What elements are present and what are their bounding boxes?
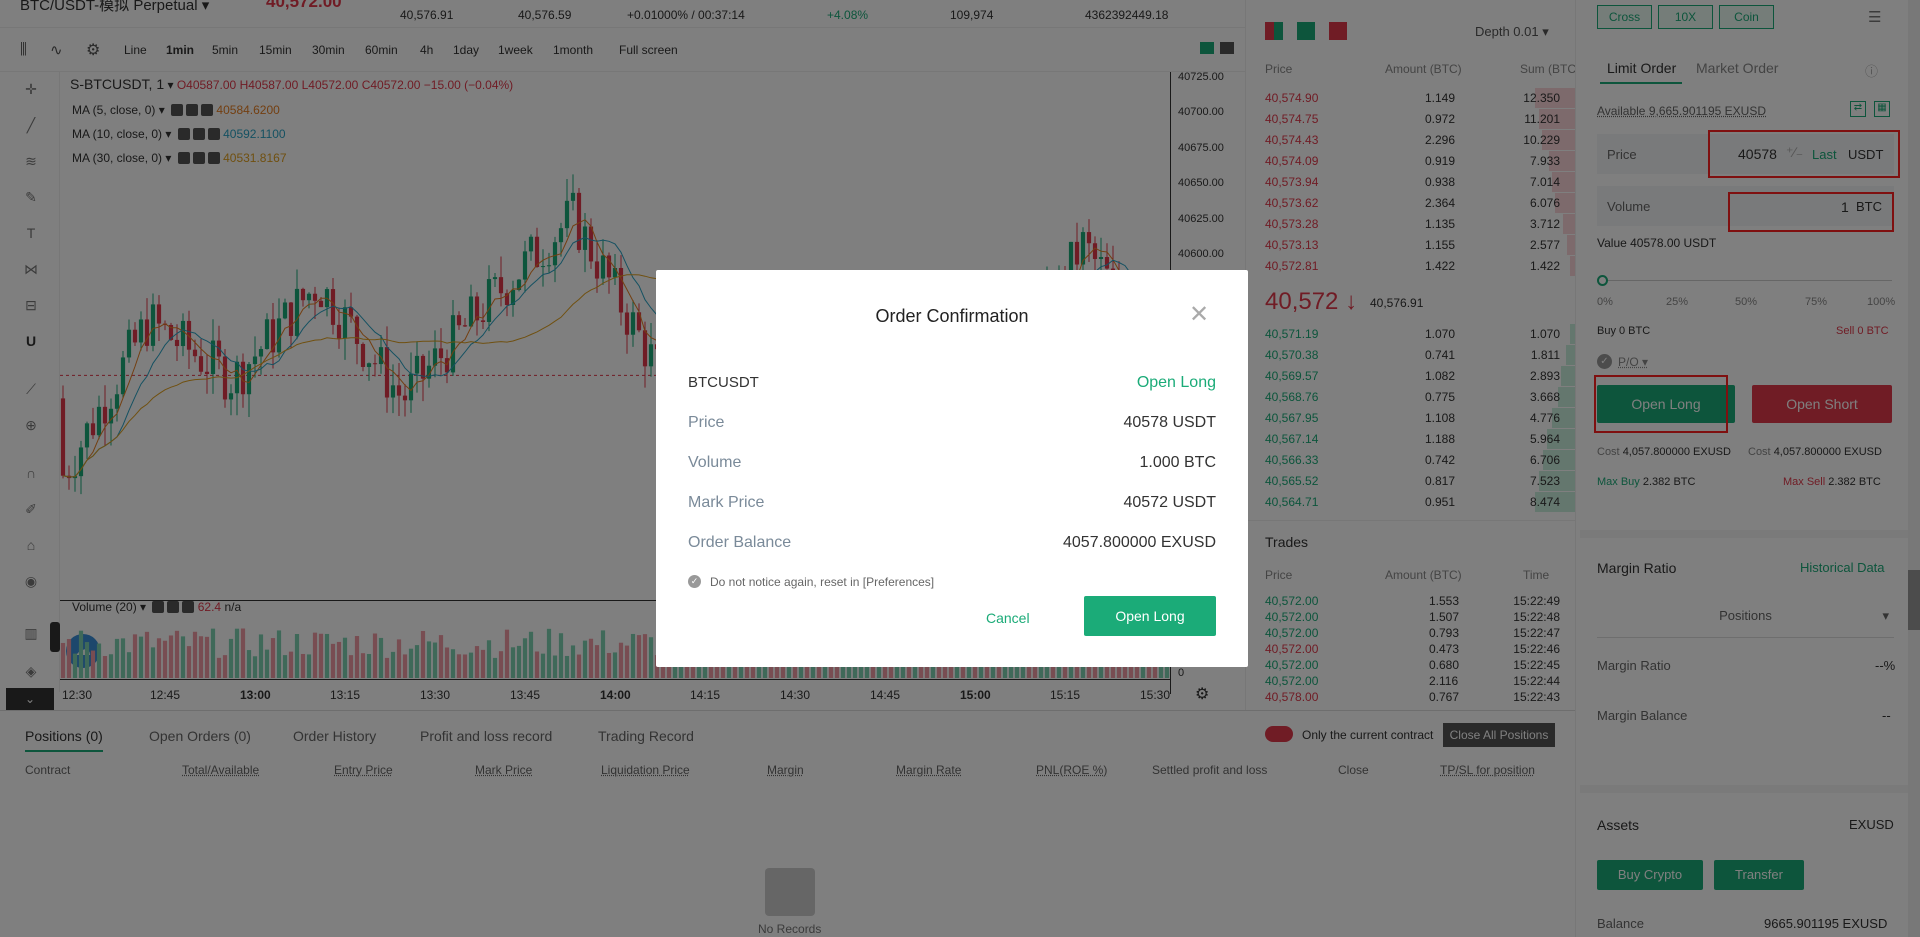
modal-volume-value: 1.000 BTC	[1139, 454, 1216, 471]
modal-mark-value: 40572 USDT	[1123, 494, 1217, 511]
modal-volume-label: Volume	[688, 454, 742, 471]
modal-balance-value: 4057.800000 EXUSD	[1063, 534, 1216, 551]
modal-price-label: Price	[688, 414, 725, 431]
modal-title: Order Confirmation	[875, 306, 1029, 326]
modal-balance-label: Order Balance	[688, 534, 792, 551]
modal-row-balance: Order Balance 4057.800000 EXUSD	[688, 534, 1216, 554]
close-icon[interactable]: ✕	[1189, 301, 1210, 328]
modal-row-volume: Volume 1.000 BTC	[688, 454, 1216, 474]
modal-mark-label: Mark Price	[688, 494, 765, 511]
dont-notice-checkbox-icon[interactable]: ✓	[688, 575, 701, 588]
modal-row-symbol: BTCUSDT Open Long	[688, 374, 1216, 394]
confirm-open-long-button[interactable]: Open Long	[1084, 596, 1216, 636]
modal-symbol: BTCUSDT	[688, 374, 759, 391]
order-confirmation-dialog: Order Confirmation ✕ BTCUSDT Open Long P…	[656, 270, 1248, 667]
modal-price-value: 40578 USDT	[1123, 414, 1217, 431]
modal-row-price: Price 40578 USDT	[688, 414, 1216, 434]
modal-side: Open Long	[1136, 374, 1216, 391]
modal-row-mark-price: Mark Price 40572 USDT	[688, 494, 1216, 514]
dont-notice-label: Do not notice again, reset in [Preferenc…	[710, 575, 935, 589]
cancel-button[interactable]: Cancel	[986, 610, 1030, 626]
